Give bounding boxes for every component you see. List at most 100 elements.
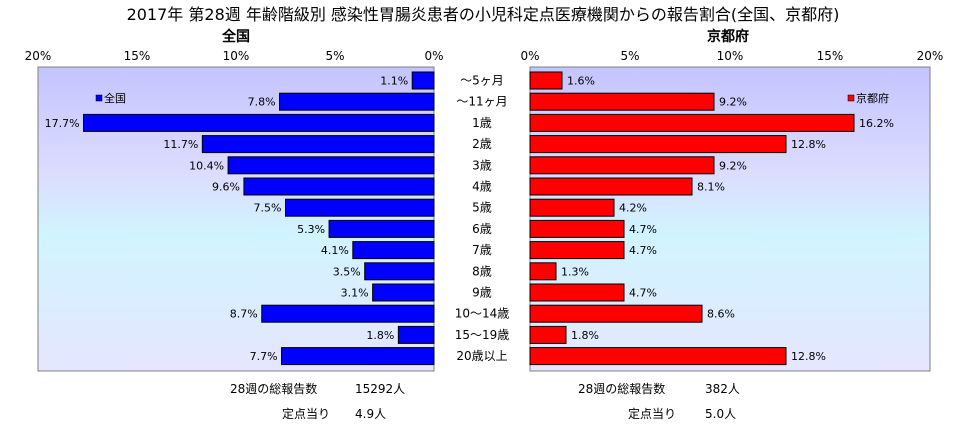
data-label-kyoto: 4.2%	[619, 202, 647, 215]
data-label-kyoto: 8.6%	[707, 308, 735, 321]
data-label-national: 4.1%	[321, 244, 349, 257]
data-label-kyoto: 1.8%	[571, 329, 599, 342]
tick-label-kyoto: 5%	[620, 49, 639, 63]
bar-kyoto	[529, 304, 703, 323]
tick-label-national: 15%	[124, 49, 151, 63]
bar-national	[243, 177, 435, 196]
data-label-kyoto: 12.8%	[791, 350, 826, 363]
data-label-kyoto: 4.7%	[629, 223, 657, 236]
category-label: 8歳	[472, 264, 492, 278]
data-label-kyoto: 9.2%	[719, 159, 747, 172]
category-label: 7歳	[472, 243, 492, 257]
national-total-label: 28週の総報告数	[230, 381, 317, 396]
bar-national	[397, 325, 435, 344]
kyoto-total-label: 28週の総報告数	[578, 381, 665, 396]
data-label-kyoto: 12.8%	[791, 138, 826, 151]
bar-kyoto	[529, 135, 787, 154]
bar-national	[364, 262, 435, 281]
bar-kyoto	[529, 262, 557, 281]
panel-title-national: 全国	[221, 28, 250, 45]
bar-kyoto	[529, 71, 563, 90]
bar-kyoto	[529, 113, 855, 132]
bar-national	[328, 219, 435, 238]
tick-label-kyoto: 10%	[717, 49, 744, 63]
bar-national	[411, 71, 435, 90]
data-label-kyoto: 4.7%	[629, 287, 657, 300]
category-label: 3歳	[472, 158, 492, 172]
category-label: 15～19歳	[455, 328, 510, 342]
legend-national: 全国	[95, 91, 126, 105]
data-label-kyoto: 8.1%	[697, 181, 725, 194]
ticks-kyoto: 0% 5% 10% 15% 20%	[520, 49, 943, 63]
bar-national	[83, 113, 435, 132]
data-label-national: 11.7%	[163, 138, 198, 151]
bar-national	[279, 92, 435, 111]
tick-label-kyoto: 0%	[520, 49, 539, 63]
data-label-kyoto: 4.7%	[629, 244, 657, 257]
bars-national: 1.1% 7.8% 17.7% 11.7% 10.4% 9.6% 7.5% 5.3% 4.1% 3…	[45, 71, 435, 366]
data-label-national: 8.7%	[230, 308, 258, 321]
bar-national	[285, 198, 435, 217]
data-label-national: 5.3%	[297, 223, 325, 236]
category-label: 9歳	[472, 286, 492, 300]
legend-label-kyoto: 京都府	[856, 91, 889, 105]
category-label: 5歳	[472, 201, 492, 215]
legend-swatch-national	[95, 94, 103, 102]
bar-kyoto	[529, 219, 625, 238]
data-label-national: 7.8%	[248, 96, 276, 109]
data-label-national: 1.1%	[380, 75, 408, 88]
data-label-kyoto: 1.3%	[561, 265, 589, 278]
bar-kyoto	[529, 92, 715, 111]
national-per-label: 定点当り	[282, 406, 330, 421]
data-label-kyoto: 9.2%	[719, 96, 747, 109]
data-label-national: 7.7%	[250, 350, 278, 363]
tick-label-national: 10%	[223, 49, 250, 63]
data-label-national: 3.1%	[341, 287, 369, 300]
legend-label-national: 全国	[104, 91, 126, 105]
data-label-national: 17.7%	[45, 117, 80, 130]
bar-national	[201, 135, 435, 154]
category-label: ～5ヶ月	[460, 74, 504, 88]
category-label: 4歳	[472, 180, 492, 194]
data-label-kyoto: 16.2%	[859, 117, 894, 130]
bar-kyoto	[529, 347, 787, 366]
ticks-national: 20% 15% 10% 5% 0%	[25, 49, 444, 63]
category-label: 6歳	[472, 222, 492, 236]
bar-national	[352, 241, 435, 260]
category-labels: ～5ヶ月 ～11ヶ月 1歳 2歳 3歳 4歳 5歳 6歳 7歳 8歳 9歳 10～14歳 15～19歳 2…	[455, 74, 510, 364]
kyoto-per-label: 定点当り	[628, 406, 676, 421]
category-label: 2歳	[472, 137, 492, 151]
tick-label-kyoto: 15%	[817, 49, 844, 63]
bar-national	[227, 156, 435, 175]
data-label-national: 9.6%	[212, 181, 240, 194]
plot-area-national	[37, 66, 435, 372]
legend-kyoto: 京都府	[847, 91, 889, 105]
bars-kyoto: 1.6% 9.2% 16.2% 12.8% 9.2% 8.1% 4.2% 4.7% 4.7% 1.…	[529, 71, 894, 366]
tick-label-national: 20%	[25, 49, 52, 63]
category-label: ～11ヶ月	[456, 95, 507, 109]
panel-title-kyoto: 京都府	[707, 28, 749, 45]
bar-national	[261, 304, 435, 323]
legend-swatch-kyoto	[847, 94, 855, 102]
bar-kyoto	[529, 156, 715, 175]
tick-label-national: 0%	[424, 49, 443, 63]
bar-national	[372, 283, 435, 302]
category-label: 20歳以上	[456, 349, 507, 363]
category-label: 1歳	[472, 116, 492, 130]
bar-kyoto	[529, 325, 567, 344]
tick-label-national: 5%	[325, 49, 344, 63]
data-label-national: 10.4%	[189, 159, 224, 172]
bar-national	[281, 347, 435, 366]
kyoto-per-value: 5.0人	[705, 407, 736, 421]
tick-label-kyoto: 20%	[917, 49, 944, 63]
bar-kyoto	[529, 241, 625, 260]
chart-title: 2017年 第28週 年齢階級別 感染性胃腸炎患者の小児科定点医療機関からの報告…	[127, 5, 840, 24]
bar-kyoto	[529, 283, 625, 302]
kyoto-total-value: 382人	[705, 382, 740, 396]
data-label-kyoto: 1.6%	[567, 75, 595, 88]
national-total-value: 15292人	[355, 382, 405, 396]
data-label-national: 7.5%	[254, 202, 282, 215]
category-label: 10～14歳	[455, 307, 510, 321]
data-label-national: 1.8%	[366, 329, 394, 342]
